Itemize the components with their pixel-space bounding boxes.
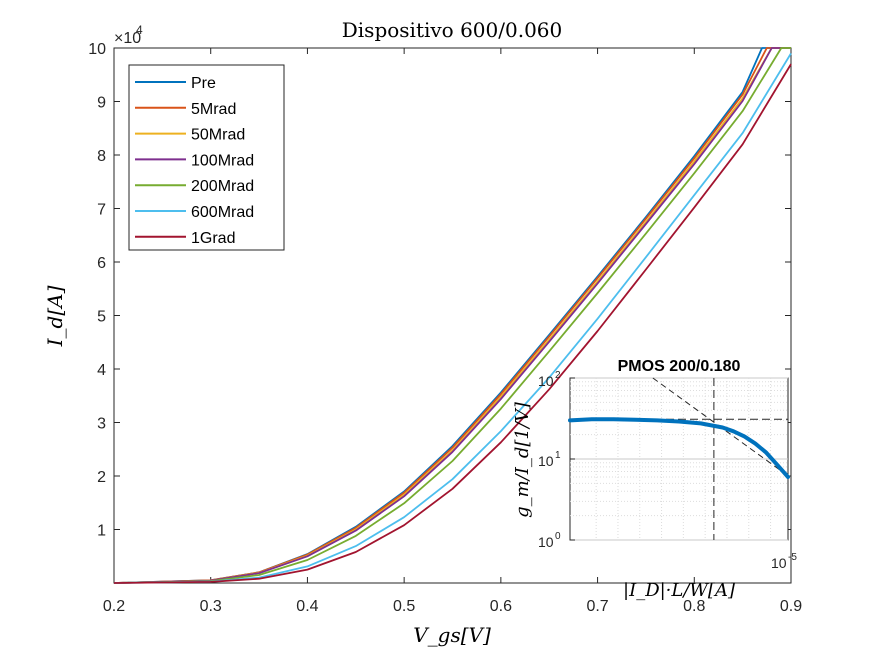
y-exponent-base: ×10 <box>114 30 141 47</box>
y-exponent: ×10 4 <box>114 23 143 47</box>
y-tick-label: 8 <box>97 148 106 165</box>
inset-ytick-10-base: 10 <box>538 453 554 469</box>
main-x-ticks: 0.2 0.3 0.4 0.5 0.6 0.7 0.8 0.9 <box>103 48 802 615</box>
x-tick-label: 0.4 <box>296 598 318 615</box>
legend-label: Pre <box>191 75 216 92</box>
inset-ytick-100-power: 2 <box>555 370 561 381</box>
y-tick-label: 9 <box>97 95 106 112</box>
inset-x-corner-label: 10 -5 <box>771 552 797 571</box>
inset-ytick-100: 10 2 <box>538 370 561 389</box>
x-tick-label: 0.7 <box>586 598 608 615</box>
legend-entries: Pre 5Mrad 50Mrad 100Mrad 200Mrad 600Mrad 1Grad <box>135 75 254 247</box>
y-tick-label: 7 <box>97 202 106 219</box>
y-tick-label: 5 <box>97 309 106 326</box>
inset-ytick-10: 10 1 <box>538 450 561 469</box>
series-line-1grad <box>113 63 792 584</box>
inset-x-corner-base: 10 <box>771 555 787 571</box>
series-line-600mrad <box>113 52 792 584</box>
inset-x-corner-power: -5 <box>788 552 797 563</box>
main-series-group <box>113 47 792 584</box>
main-y-axis-label: I_d[A] <box>43 285 67 347</box>
inset-ytick-1-base: 10 <box>538 534 554 550</box>
inset-ytick-10-power: 1 <box>555 450 561 461</box>
x-tick-label: 0.5 <box>393 598 415 615</box>
y-tick-label: 1 <box>97 523 106 540</box>
y-exponent-power: 4 <box>136 23 143 37</box>
legend-label: 200Mrad <box>191 178 254 195</box>
series-line-100mrad <box>113 47 791 584</box>
x-tick-label: 0.3 <box>200 598 222 615</box>
inset-y-axis-label: g_m/I_d[1/V] <box>512 401 533 518</box>
x-tick-label: 0.6 <box>490 598 512 615</box>
main-title: Dispositivo 600/0.060 <box>342 18 563 42</box>
inset-title: PMOS 200/0.180 <box>618 358 741 375</box>
inset-lines <box>568 377 790 540</box>
series-line-200mrad <box>113 47 791 584</box>
legend-label: 600Mrad <box>191 204 254 221</box>
legend-label: 50Mrad <box>191 127 245 144</box>
x-tick-label: 0.9 <box>780 598 802 615</box>
legend-label: 1Grad <box>191 230 235 247</box>
inset-chart: PMOS 200/0.180 10 2 10 1 10 0 10 -5 |I_D… <box>512 358 797 601</box>
main-x-axis-label: V_gs[V] <box>413 623 491 647</box>
y-tick-label: 4 <box>97 362 106 379</box>
inset-ytick-1: 10 0 <box>538 531 561 550</box>
y-tick-label: 2 <box>97 469 106 486</box>
y-tick-label: 6 <box>97 255 106 272</box>
inset-curve <box>568 417 790 479</box>
inset-x-axis-label: |I_D|·L/W[A] <box>623 580 736 601</box>
legend-box <box>128 64 285 251</box>
x-tick-label: 0.2 <box>103 598 125 615</box>
y-tick-label: 10 <box>88 41 106 58</box>
inset-ytick-1-power: 0 <box>555 531 561 542</box>
y-tick-label: 3 <box>97 416 106 433</box>
x-tick-label: 0.8 <box>683 598 705 615</box>
inset-grid <box>570 377 788 541</box>
legend: Pre 5Mrad 50Mrad 100Mrad 200Mrad 600Mrad 1Grad <box>128 64 285 251</box>
legend-label: 100Mrad <box>191 152 254 169</box>
inset-ytick-100-base: 10 <box>538 373 554 389</box>
legend-label: 5Mrad <box>191 101 236 118</box>
